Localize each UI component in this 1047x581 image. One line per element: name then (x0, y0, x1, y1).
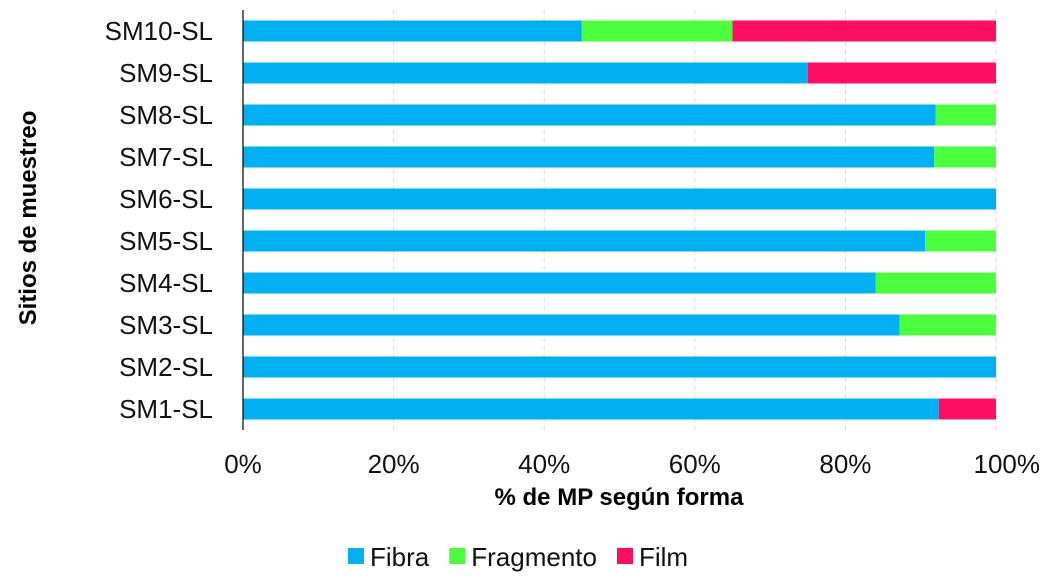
legend-label-fragmento: Fragmento (471, 542, 597, 572)
y-tick-label: SM8-SL (119, 100, 213, 130)
y-tick-label: SM2-SL (119, 352, 213, 382)
bar-sm10-sl-fibra (243, 20, 582, 42)
bar-sm3-sl-fragmento (899, 314, 996, 336)
legend-swatch-fragmento (449, 548, 466, 564)
x-axis-title: % de MP según forma (495, 484, 745, 511)
y-tick-label: SM1-SL (119, 394, 213, 424)
bar-sm9-sl-fibra (243, 62, 808, 84)
bar-sm5-sl-fibra (243, 230, 926, 252)
bar-sm10-sl-fragmento (581, 20, 733, 42)
y-tick-label: SM9-SL (119, 58, 213, 88)
x-tick-labels: 0% 20% 40% 60% 80% 100% (224, 449, 1040, 479)
grid-layer (393, 10, 997, 430)
y-tick-label: SM5-SL (119, 226, 213, 256)
bar-sm4-sl-fragmento (875, 272, 996, 294)
bar-sm5-sl-fragmento (925, 230, 996, 252)
x-tick-label: 80% (819, 449, 871, 479)
bar-sm9-sl-film (807, 62, 996, 84)
legend: Fibra Fragmento Film (348, 542, 688, 572)
bar-sm2-sl-fibra (243, 356, 996, 378)
y-tick-label: SM6-SL (119, 184, 213, 214)
bar-sm3-sl-fibra (243, 314, 900, 336)
legend-swatch-film (616, 548, 633, 564)
y-tick-label: SM3-SL (119, 310, 213, 340)
legend-label-film: Film (639, 542, 688, 572)
y-tick-label: SM10-SL (105, 16, 213, 46)
bar-sm1-sl-fibra (243, 398, 939, 420)
legend-swatch-fibra (348, 548, 364, 564)
legend-label-fibra: Fibra (370, 542, 430, 572)
bar-sm7-sl-fragmento (934, 146, 996, 168)
y-tick-label: SM4-SL (119, 268, 213, 298)
bar-sm1-sl-film (938, 398, 996, 420)
x-tick-label: 40% (518, 449, 570, 479)
bar-sm10-sl-film (732, 20, 996, 42)
bar-sm4-sl-fibra (243, 272, 876, 294)
y-tick-labels: SM10-SL SM9-SL SM8-SL SM7-SL SM6-SL SM5-SL SM4… (105, 16, 213, 424)
x-tick-label: 60% (669, 449, 721, 479)
y-tick-label: SM7-SL (119, 142, 213, 172)
bar-sm8-sl-fibra (243, 104, 936, 126)
bar-sm7-sl-fibra (243, 146, 935, 168)
x-tick-label: 20% (368, 449, 420, 479)
x-tick-label: 100% (974, 449, 1041, 479)
bars-layer (243, 20, 996, 420)
bar-sm8-sl-fragmento (935, 104, 996, 126)
bar-sm6-sl-fibra (243, 188, 996, 210)
y-axis-title: Sitios de muestreo (15, 111, 42, 326)
x-tick-label: 0% (224, 449, 262, 479)
